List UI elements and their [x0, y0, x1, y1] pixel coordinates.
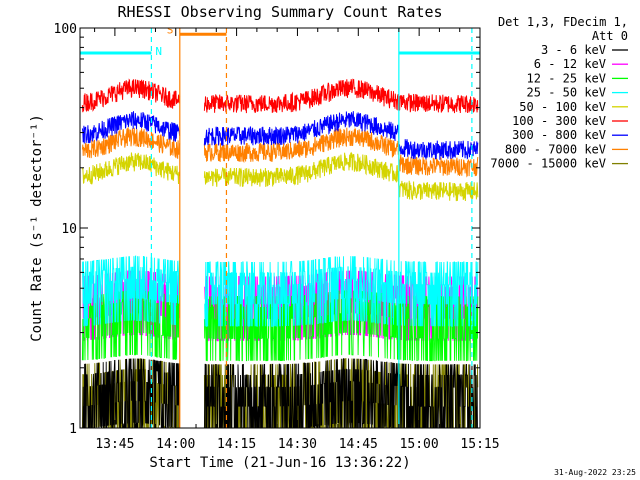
series-line: [81, 126, 479, 178]
x-tick-label: 14:15: [217, 437, 256, 452]
series-800-7000-kev: [81, 126, 479, 178]
series-100-300-kev: [81, 78, 479, 114]
series-line: [81, 255, 479, 327]
series-300-800-kev: [81, 111, 479, 160]
footer-timestamp: 31-Aug-2022 23:25: [554, 468, 636, 477]
y-axis-label: Count Rate (s⁻¹ detector⁻¹): [29, 114, 45, 342]
legend-label: 800 - 7000 keV: [505, 142, 606, 156]
chart-title: RHESSI Observing Summary Count Rates: [117, 3, 442, 21]
legend-label: 3 - 6 keV: [541, 43, 606, 57]
series-line: [81, 111, 479, 160]
series-line: [81, 78, 479, 114]
legend-label: 7000 - 15000 keV: [490, 157, 606, 171]
x-tick-label: 13:45: [95, 437, 134, 452]
x-tick-label: 14:00: [156, 437, 195, 452]
legend-label: 50 - 100 keV: [519, 100, 606, 114]
x-axis-label: Start Time (21-Jun-16 13:36:22): [149, 455, 410, 471]
x-tick-label: 14:30: [278, 437, 317, 452]
legend-header: Det 1,3, FDecim 1,: [498, 15, 628, 29]
x-tick-label: 15:00: [400, 437, 439, 452]
y-tick-label: 10: [61, 222, 77, 237]
series-line: [82, 358, 478, 428]
legend-label: 25 - 50 keV: [527, 86, 606, 100]
legend-label: 6 - 12 keV: [534, 57, 606, 71]
series-line: [81, 151, 479, 202]
legend-header: Att 0: [592, 29, 628, 43]
y-tick-label: 1: [69, 422, 77, 437]
series-3-6-kev: [82, 358, 478, 428]
series-50-100-kev: [81, 151, 479, 202]
y-tick-label: 100: [54, 22, 77, 37]
flag-label: N: [155, 45, 162, 58]
x-tick-label: 14:45: [339, 437, 378, 452]
flag-label: S: [167, 23, 174, 36]
x-tick-label: 15:15: [460, 437, 499, 452]
series-25-50-kev: [81, 255, 479, 327]
legend-label: 300 - 800 keV: [512, 128, 606, 142]
legend-label: 100 - 300 keV: [512, 114, 606, 128]
legend-label: 12 - 25 keV: [527, 71, 606, 85]
